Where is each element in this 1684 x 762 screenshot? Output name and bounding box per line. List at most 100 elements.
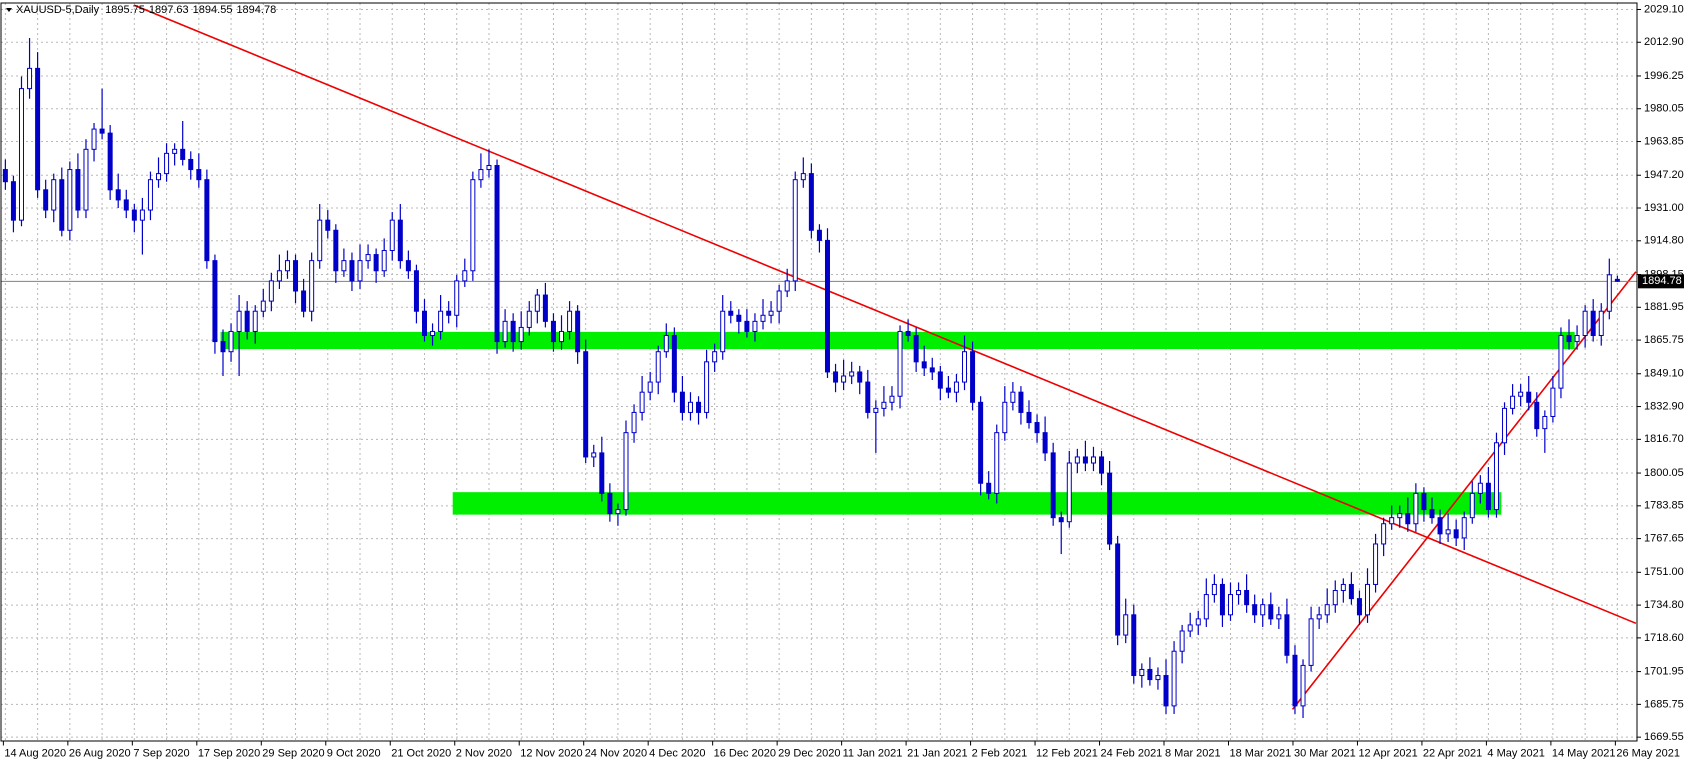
candle-body [744,320,750,332]
candle-body [824,239,830,373]
x-tick-label: 22 Apr 2021 [1423,747,1482,759]
candle-body [276,270,282,282]
candle-body [1316,614,1322,620]
candle-body [1219,583,1225,616]
candle-body [341,260,347,272]
low: 1894.55 [193,4,233,16]
candle-body [800,173,806,181]
menu-icon[interactable] [6,8,12,12]
candle-body [1526,391,1532,403]
candle-body [381,250,387,272]
candle-body [1574,335,1580,343]
candle-body [929,367,935,373]
candle-body [1155,675,1161,681]
candle-body [1211,583,1217,596]
y-tick-label: 1767.65 [1644,533,1684,545]
candle-body [99,128,105,134]
candle-body [816,229,822,241]
candle-body [43,189,49,211]
candle-body [228,330,234,353]
candle-body [18,88,24,221]
candle-body [655,351,661,383]
candle-body [293,260,299,292]
y-tick-label: 1881.95 [1644,301,1684,313]
x-tick-label: 4 May 2021 [1487,747,1544,759]
candle-body [1244,590,1250,606]
candles [2,38,1620,719]
candle-body [534,294,540,312]
candle-body [1308,618,1314,666]
candle-body [349,260,355,282]
candle-body [1066,462,1072,523]
candle-body [1195,618,1201,626]
candle-body [1002,401,1008,434]
candle-body [1332,590,1338,606]
candle-body [841,375,847,383]
x-tick-label: 12 Feb 2021 [1036,747,1098,759]
candle-body [309,260,315,312]
y-tick-label: 1669.55 [1644,731,1684,743]
candle-body [83,148,89,211]
x-tick-label: 29 Dec 2020 [778,747,840,759]
y-tick-label: 1816.70 [1644,433,1684,445]
zone [452,492,1502,515]
candle-body [446,310,452,316]
candle-body [1050,452,1056,519]
candle-body [1276,614,1282,620]
candle-body [1034,422,1040,434]
candle-body [1324,604,1330,616]
x-tick-label: 29 Sep 2020 [262,747,324,759]
candle-body [1179,630,1185,652]
candle-body [671,335,677,393]
candle-body [1227,594,1233,616]
x-tick-label: 18 Mar 2021 [1229,747,1291,759]
candle-body [252,310,258,332]
candle-body [1493,442,1499,511]
candle-body [236,310,242,332]
y-tick-label: 1751.00 [1644,566,1684,578]
y-tick-label: 1832.90 [1644,400,1684,412]
x-tick-label: 11 Jan 2021 [843,747,903,759]
candle-body [301,290,307,312]
candle-body [776,290,782,312]
candle-body [397,219,403,262]
candle-body [27,67,33,90]
candle-body [1606,274,1612,312]
candle-body [123,199,129,211]
x-tick-label: 12 Nov 2020 [520,747,582,759]
candle-body [1445,529,1451,535]
y-tick-label: 1980.05 [1644,103,1684,115]
candle-body [784,280,790,292]
y-tick-label: 1800.05 [1644,467,1684,479]
candle-body [760,314,766,322]
candle-body [1042,432,1048,454]
candle-body [172,148,178,154]
high: 1897.63 [149,4,189,16]
candle-body [1074,456,1080,464]
candle-body [405,260,411,272]
candle-body [663,335,669,353]
candle-body [518,326,524,343]
candle-body [1413,492,1419,525]
candle-body [647,381,653,393]
y-tick-label: 1947.20 [1644,169,1684,181]
candle-body [873,407,879,413]
price-label: 1894.78 [1642,275,1682,287]
candle-body [67,169,73,231]
candle-body [1107,472,1113,545]
candle-body [1453,529,1459,539]
x-tick-label: 14 May 2021 [1552,747,1616,759]
candle-body [220,341,226,353]
candle-body [1058,517,1064,523]
candle-body [413,270,419,312]
candle-body [1139,668,1145,677]
candle-body [115,189,121,201]
x-tick-label: 14 Aug 2020 [4,747,66,759]
candle-body [897,330,903,397]
y-tick-label: 1701.95 [1644,665,1684,677]
candle-body [51,179,57,211]
y-tick-label: 1734.80 [1644,599,1684,611]
candle-body [196,169,202,181]
x-tick-label: 30 Mar 2021 [1294,747,1356,759]
